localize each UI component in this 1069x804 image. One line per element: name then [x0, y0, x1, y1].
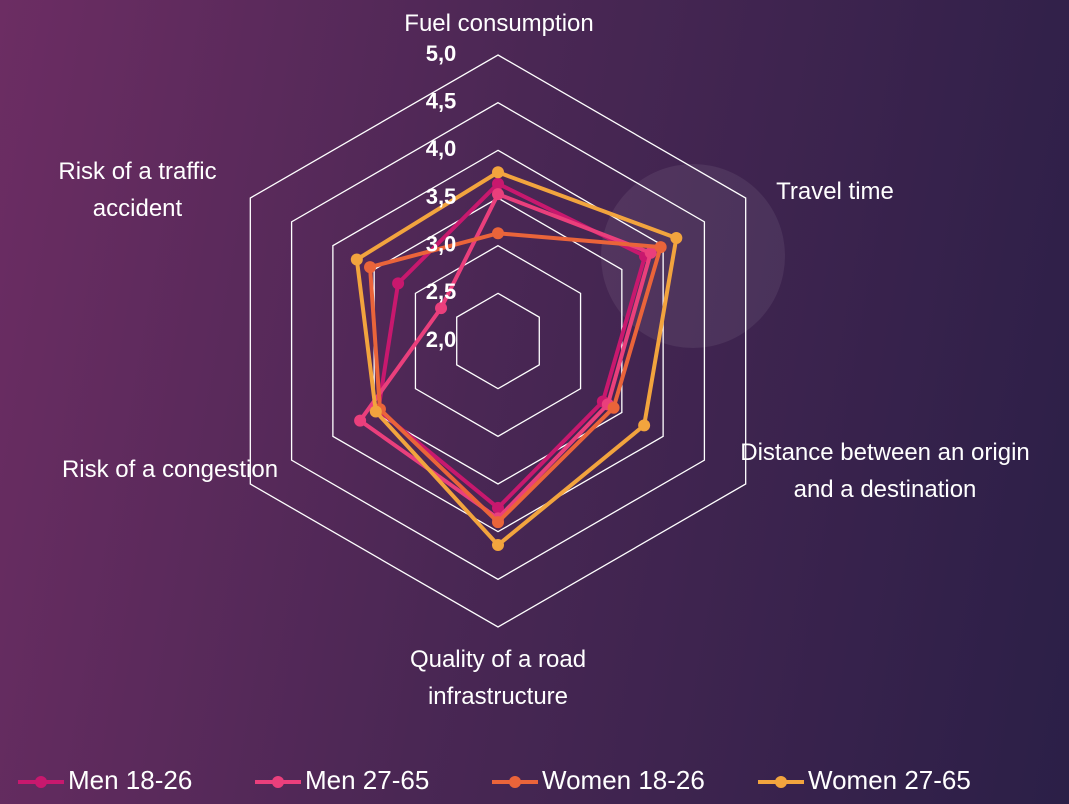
axis-label: Distance between an origin and a destina…	[740, 439, 1030, 503]
grid-ring	[290, 101, 706, 581]
tick-label: 3,0	[426, 231, 457, 256]
legend-marker	[35, 776, 47, 788]
data-point	[638, 419, 651, 432]
data-point	[350, 253, 363, 266]
data-point	[354, 414, 367, 427]
data-point	[644, 246, 657, 259]
grid-ring	[414, 244, 582, 438]
data-point	[492, 516, 504, 529]
grid-ring	[332, 149, 664, 533]
legend-marker	[775, 776, 787, 788]
legend-label: Men 18-26	[68, 765, 192, 795]
grid-ring	[456, 292, 540, 390]
tick-label: 2,0	[426, 327, 457, 352]
tick-label: 4,0	[426, 136, 457, 161]
tick-label: 3,5	[426, 184, 457, 209]
legend-item: Men 18-26	[18, 765, 192, 795]
data-point	[435, 302, 448, 315]
legend-marker	[509, 776, 521, 788]
axis-label: Travel time	[776, 178, 894, 205]
data-point	[492, 177, 504, 190]
data-point	[492, 166, 504, 179]
legend-item: Women 27-65	[758, 765, 971, 795]
axis-label: Risk of a congestion	[61, 456, 279, 483]
legend-label: Women 27-65	[808, 765, 971, 795]
data-point	[364, 261, 377, 274]
tick-label: 4,5	[426, 88, 457, 113]
data-point	[607, 401, 620, 414]
axis-label: Fuel consumption	[404, 10, 594, 37]
data-point	[492, 539, 504, 552]
grid-ring	[249, 54, 747, 628]
tick-label: 2,5	[426, 279, 457, 304]
tick-label: 5,0	[426, 41, 457, 66]
data-point	[369, 405, 382, 418]
data-point	[392, 277, 405, 290]
data-point	[492, 501, 504, 514]
data-point	[670, 232, 683, 245]
legend-marker	[272, 776, 284, 788]
legend-item: Women 18-26	[492, 765, 705, 795]
data-point	[492, 227, 504, 240]
axis-label: Risk of a traffic accident	[58, 158, 217, 222]
data-point	[654, 241, 667, 254]
axis-label: Quality of a road infrastructure	[409, 646, 587, 710]
glow	[601, 164, 785, 348]
legend-label: Men 27-65	[305, 765, 429, 795]
legend-item: Men 27-65	[255, 765, 429, 795]
data-point	[492, 188, 504, 201]
legend-label: Women 18-26	[542, 765, 705, 795]
